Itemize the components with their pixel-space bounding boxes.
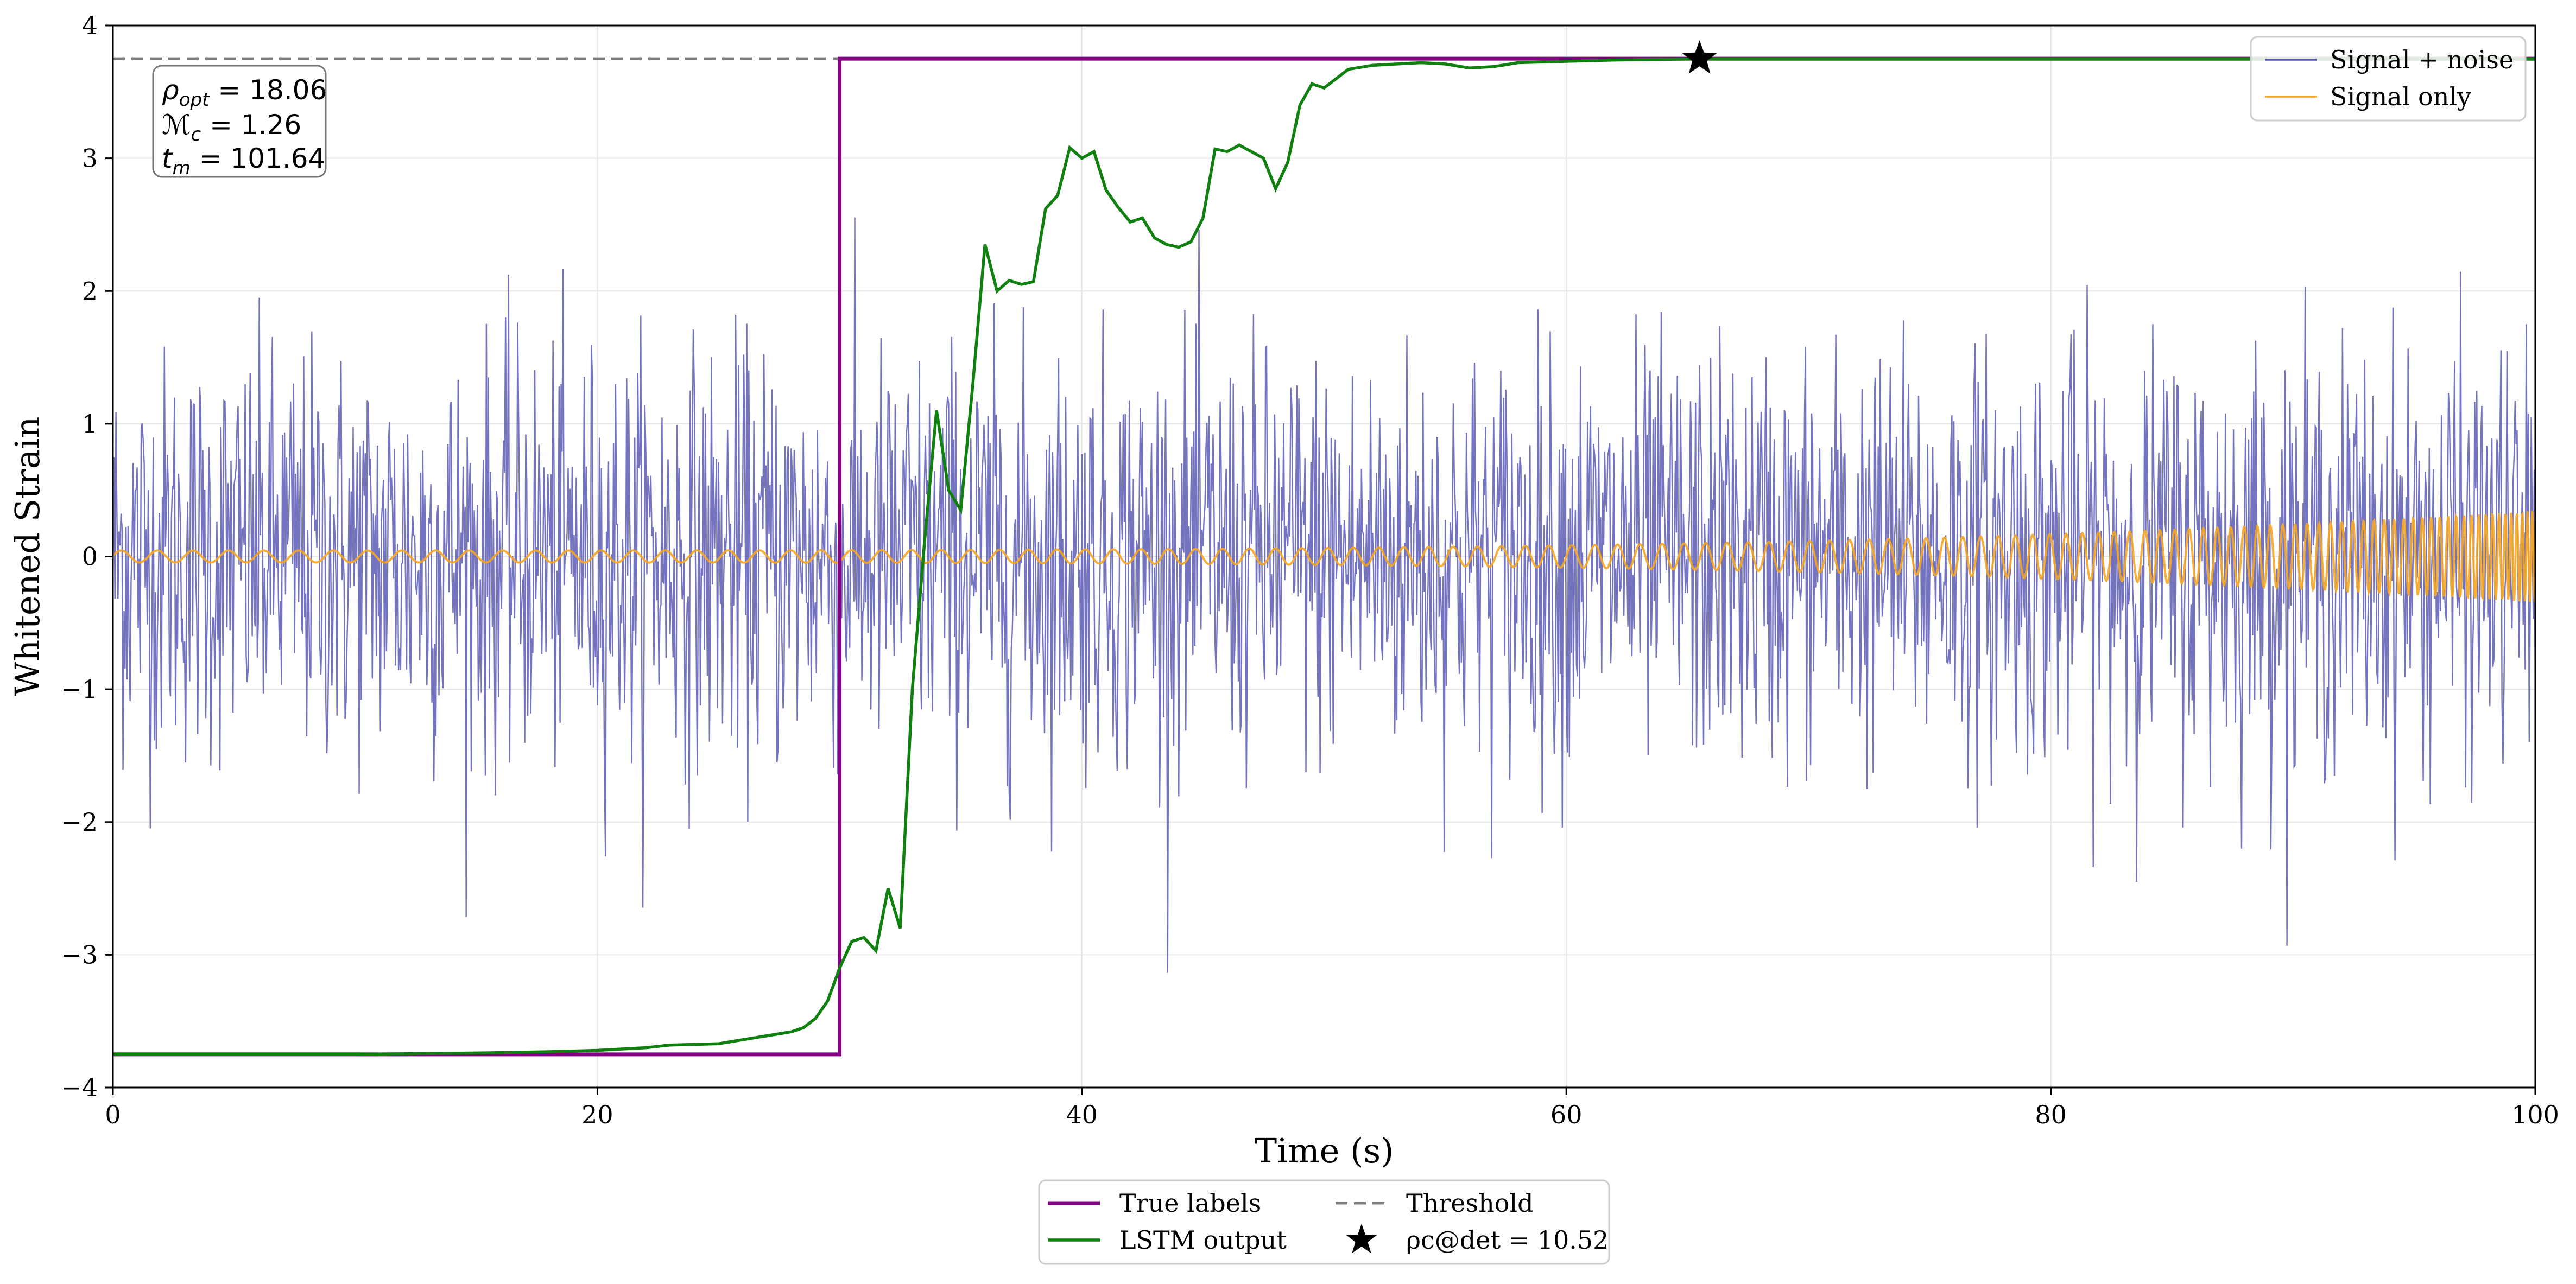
y-tick-label: −3 <box>61 940 98 969</box>
detection-star-marker <box>1682 40 1717 74</box>
legend-detection-label: ρc@det = 10.52 <box>1406 1225 1609 1255</box>
x-tick-label: 60 <box>1550 1100 1583 1129</box>
annotation-chirp-mass: ℳc = 1.26 <box>162 109 301 145</box>
legend-threshold-label: Threshold <box>1406 1188 1534 1218</box>
x-tick-label: 40 <box>1066 1100 1098 1129</box>
series-lstm-output-line <box>113 57 2535 1056</box>
legend-lower: True labels Threshold LSTM output ρc@det… <box>1038 1179 1610 1265</box>
legend-upper: Signal + noise Signal only <box>2250 36 2527 122</box>
x-axis-title: Time (s) <box>1255 1131 1394 1171</box>
y-tick-label: −4 <box>61 1073 98 1102</box>
x-tick-label: 0 <box>105 1100 121 1129</box>
y-axis-title: Whitened Strain <box>8 417 47 696</box>
x-tick-label: 100 <box>2511 1100 2559 1129</box>
y-tick-label: −2 <box>61 808 98 837</box>
y-tick-label: 2 <box>82 276 98 306</box>
y-tick-label: −1 <box>61 675 98 704</box>
legend-signal-only-label: Signal only <box>2330 82 2471 111</box>
y-tick-label: 0 <box>82 542 98 571</box>
annotation-merger-time: tm = 101.64 <box>162 143 325 179</box>
annotation-rho-opt: ρopt = 18.06 <box>162 74 327 111</box>
y-tick-label: 1 <box>82 409 98 438</box>
x-tick-label: 80 <box>2035 1100 2067 1129</box>
legend-lstm-output-label: LSTM output <box>1119 1225 1287 1255</box>
x-tick-label: 20 <box>581 1100 613 1129</box>
parameter-annotation-box: ρopt = 18.06 ℳc = 1.26 tm = 101.64 <box>152 65 327 179</box>
series-signal-only-line <box>113 511 2535 602</box>
legend-true-labels-label: True labels <box>1119 1188 1261 1218</box>
y-tick-label: 3 <box>82 144 98 173</box>
legend-detection-star-icon <box>1346 1224 1377 1254</box>
legend-signal-noise-label: Signal + noise <box>2330 45 2514 74</box>
y-tick-label: 4 <box>82 11 98 40</box>
plot-area <box>113 40 2535 1057</box>
axis-ticks: 0 20 40 60 80 100 −4 −3 −2 −1 0 1 2 3 4 <box>61 11 2559 1129</box>
